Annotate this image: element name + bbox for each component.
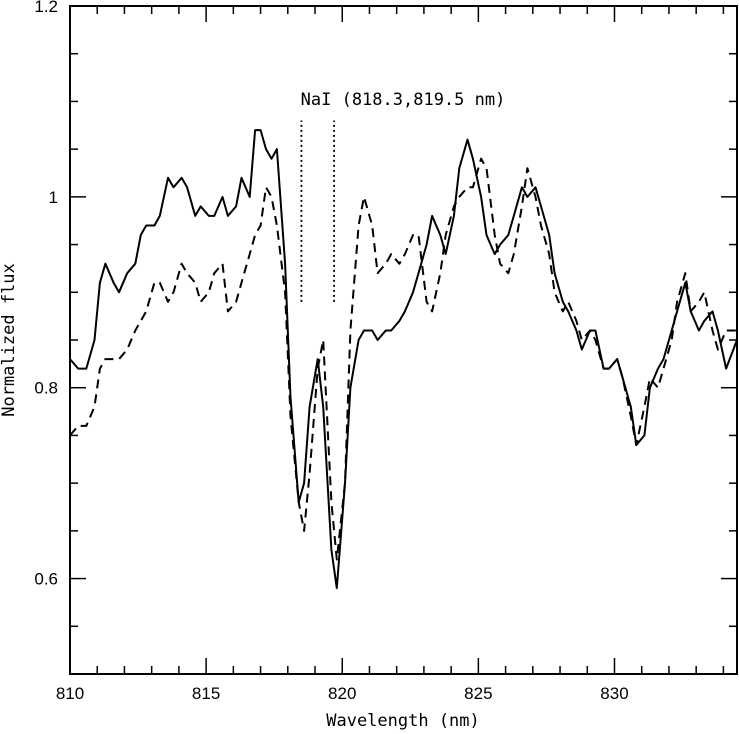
series-group — [69, 129, 738, 590]
series-line-solid — [69, 129, 738, 590]
series-line-dashed — [69, 157, 737, 561]
x-tick-label: 815 — [192, 684, 220, 703]
x-tick-label: 825 — [464, 684, 492, 703]
y-tick-label: 0.6 — [34, 570, 58, 589]
tick-labels: 810 815 820 825 830 0.6 0.8 1 1.2 — [34, 0, 628, 703]
y-axis-label: Normalized flux — [0, 263, 19, 417]
x-tick-label: 830 — [600, 684, 628, 703]
y-tick-label: 1 — [49, 188, 58, 207]
x-axis-label: Wavelength (nm) — [326, 711, 480, 731]
x-tick-label: 820 — [328, 684, 356, 703]
axis-ticks — [69, 5, 737, 675]
x-tick-label: 810 — [56, 684, 84, 703]
y-tick-label: 0.8 — [34, 379, 58, 398]
nai-annotation: NaI (818.3,819.5 nm) — [300, 90, 506, 302]
y-tick-label: 1.2 — [34, 0, 58, 16]
nai-label: NaI (818.3,819.5 nm) — [301, 90, 506, 110]
